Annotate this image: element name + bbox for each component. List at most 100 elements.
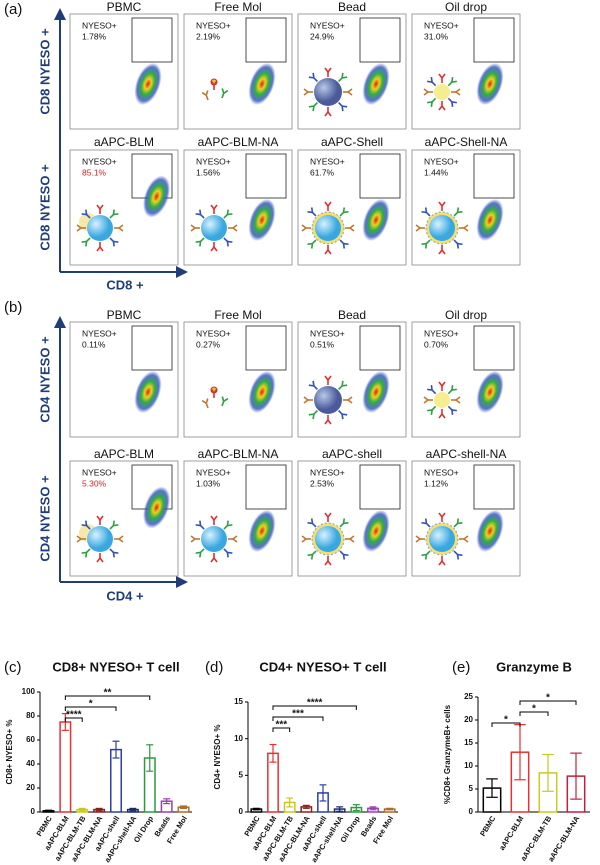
- antibody: [324, 415, 332, 425]
- gate-label: NYESO+: [424, 156, 459, 166]
- plot-title: aAPC-BLM-NA: [198, 135, 279, 149]
- antibody-stem: [425, 239, 431, 245]
- plot-title: PBMC: [107, 308, 142, 322]
- antibody-arm: [99, 515, 104, 521]
- gate: [359, 17, 401, 63]
- antibody: [438, 245, 446, 255]
- antibody-arm: [213, 515, 218, 521]
- antibody: [451, 88, 461, 96]
- antibody-arm: [232, 224, 238, 229]
- antibody-arm: [308, 76, 314, 79]
- x-axis-label: CD8 +: [106, 277, 144, 292]
- particle: [314, 386, 342, 414]
- gate-label: NYESO+: [82, 328, 117, 338]
- antibody-arm: [76, 535, 82, 540]
- antibody-arm: [307, 210, 313, 214]
- antibody-stem: [431, 389, 437, 395]
- antibody-arm: [457, 521, 463, 525]
- antibody-arm: [324, 560, 329, 566]
- y-axis-label: CD8+ NYESO+ %: [5, 720, 14, 785]
- antibody-arm: [327, 375, 332, 381]
- y-tick-label: 0: [469, 807, 474, 816]
- antibody-arm: [342, 76, 348, 79]
- gate: [245, 153, 287, 199]
- antibody: [307, 207, 317, 217]
- antibody: [308, 410, 318, 420]
- antibody-arm: [199, 209, 202, 215]
- y-tick-label: 20: [26, 783, 35, 792]
- gate-percent: 1.12%: [424, 478, 449, 488]
- plot-title: Free Mol: [214, 308, 261, 322]
- plot-title: Free Mol: [214, 0, 261, 14]
- antibody: [345, 535, 355, 543]
- panel-label: (c): [4, 659, 22, 676]
- antibody: [303, 88, 313, 96]
- significance-label: **: [104, 688, 112, 699]
- antibody-arm: [349, 538, 355, 543]
- antibody-arm: [310, 207, 314, 213]
- antibody-arm: [312, 380, 315, 386]
- antibody: [421, 207, 431, 217]
- antibody: [308, 380, 318, 390]
- x-tick-label: PBMC: [478, 814, 498, 838]
- antibody-stem: [85, 548, 91, 554]
- y-axis-label: CD8 NYESO +: [37, 28, 52, 115]
- plot-title: Bead: [338, 308, 366, 322]
- cell-cloud: [134, 370, 162, 414]
- antibody: [451, 396, 461, 404]
- antibody-stem: [431, 81, 437, 87]
- panel-label: (b): [4, 299, 22, 316]
- antibody: [427, 405, 437, 415]
- antibody-stem: [223, 237, 229, 243]
- antibody-arm: [303, 396, 309, 401]
- antibody-stem: [311, 211, 317, 217]
- antibody-arm: [227, 524, 233, 527]
- antibody-arm: [99, 557, 104, 563]
- antibody-arm: [451, 409, 457, 412]
- antibody: [339, 550, 349, 560]
- particle: [87, 526, 113, 552]
- antibody: [210, 242, 218, 252]
- antibody-stem: [447, 97, 453, 103]
- significance-label: ****: [307, 698, 323, 709]
- antibody-stem: [339, 522, 345, 528]
- antibody: [109, 548, 119, 558]
- antibody: [307, 518, 317, 528]
- gate-percent: 31.0%: [424, 31, 449, 41]
- antibody-stem: [85, 524, 91, 530]
- antibody-stem: [223, 524, 229, 530]
- particle: [87, 215, 113, 241]
- antibody-arm: [81, 240, 87, 243]
- antibody: [453, 239, 463, 249]
- antibody: [421, 239, 431, 249]
- antibody: [114, 535, 124, 543]
- antibody: [303, 396, 313, 404]
- antibody-arm: [195, 240, 201, 243]
- particle: [314, 78, 342, 106]
- antibody-arm: [76, 224, 82, 229]
- antibody: [338, 102, 348, 112]
- gate-percent: 1.44%: [424, 167, 449, 177]
- antibody-arm: [457, 242, 463, 246]
- antibody-arm: [232, 535, 238, 540]
- antibody: [427, 77, 437, 87]
- antibody-arm: [113, 213, 119, 216]
- antibody-arm: [341, 380, 344, 386]
- antibody-arm: [221, 88, 225, 94]
- gate-label: NYESO+: [196, 20, 231, 30]
- antibody-arm: [324, 512, 329, 518]
- y-tick-label: 10: [464, 761, 473, 770]
- particle: [429, 215, 455, 241]
- gate: [359, 464, 401, 510]
- antibody-stem: [425, 550, 431, 556]
- cell-cloud: [142, 486, 171, 529]
- gate: [359, 153, 401, 199]
- x-axis-label: CD4 +: [106, 588, 144, 603]
- antibody-stem: [223, 213, 229, 219]
- panel-label: (a): [4, 1, 22, 18]
- bar: [110, 748, 122, 813]
- antibody-stem: [221, 93, 225, 99]
- antibody-arm: [427, 388, 433, 391]
- antibody: [301, 535, 311, 543]
- antibody: [339, 207, 349, 217]
